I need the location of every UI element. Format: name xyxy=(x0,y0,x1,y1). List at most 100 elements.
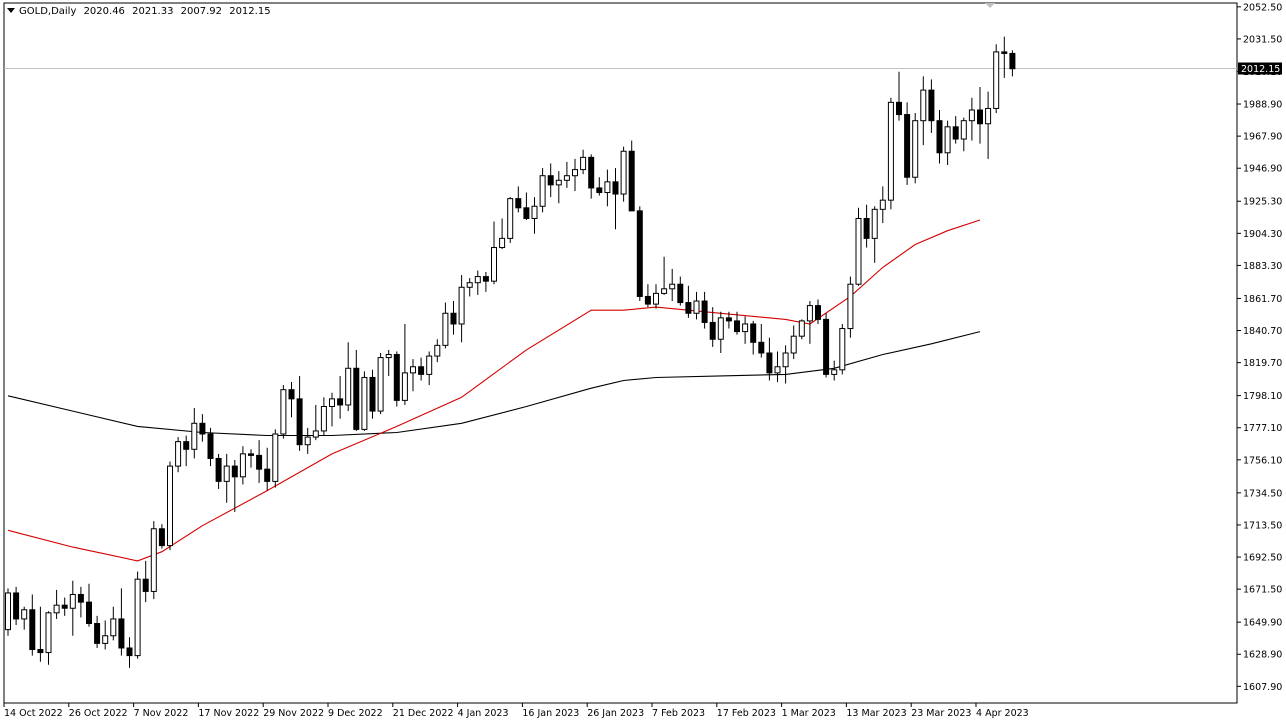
candle-body-bull xyxy=(329,398,335,407)
x-tick-label: 14 Oct 2022 xyxy=(4,708,63,719)
symbol-label: GOLD,Daily xyxy=(19,6,77,17)
candle-body-bear xyxy=(158,528,165,547)
candle-body-bear xyxy=(450,312,457,325)
candle-body-bear xyxy=(215,457,222,482)
y-tick-label: 1607.90 xyxy=(1243,682,1282,693)
x-tick-label: 1 Mar 2023 xyxy=(782,708,836,719)
y-tick-label: 1967.90 xyxy=(1243,132,1282,143)
candle-body-bear xyxy=(928,89,935,122)
plot-area-frame xyxy=(3,2,1238,704)
candle-body-bull xyxy=(847,283,854,330)
candle-body-bear xyxy=(977,109,983,125)
candle-body-bull xyxy=(499,237,506,249)
y-tick-label: 1819.70 xyxy=(1243,358,1282,369)
x-tick-label: 13 Mar 2023 xyxy=(846,708,906,719)
candle-body-bear xyxy=(758,341,765,354)
candle-body-bull xyxy=(563,175,570,181)
candle-body-bull xyxy=(580,156,587,171)
candle-body-bull xyxy=(839,328,846,371)
candle-body-bull xyxy=(102,635,109,644)
y-tick-label: 1861.70 xyxy=(1243,294,1282,305)
candle-body-bear xyxy=(685,302,692,314)
y-tick-label: 1692.50 xyxy=(1243,553,1282,564)
open-value: 2020.46 xyxy=(83,6,125,17)
y-tick-label: 1628.90 xyxy=(1243,650,1282,661)
candle-body-bear xyxy=(61,604,68,609)
y-tick-label: 1904.30 xyxy=(1243,229,1282,240)
low-value: 2007.92 xyxy=(180,6,223,17)
candle-body-bear xyxy=(766,352,773,374)
x-tick-label: 17 Feb 2023 xyxy=(717,708,776,719)
candle-body-bear xyxy=(248,453,254,456)
candle-body-bull xyxy=(53,604,60,614)
candle-body-bear xyxy=(896,101,902,116)
candle-body-bull xyxy=(831,369,838,375)
y-tick-label: 1649.90 xyxy=(1243,618,1282,629)
candle-body-bear xyxy=(393,354,400,401)
candle-body-bear xyxy=(264,468,271,482)
candle-body-bear xyxy=(337,398,344,406)
candle-body-bull xyxy=(620,150,627,195)
candle-body-bull xyxy=(879,199,886,210)
candle-body-bull xyxy=(968,109,975,122)
candle-body-bull xyxy=(491,247,497,282)
x-tick-label: 29 Nov 2022 xyxy=(263,708,324,719)
candle-body-bull xyxy=(312,430,319,438)
candle-body-bull xyxy=(150,528,157,592)
candle-body-bull xyxy=(426,355,433,375)
candle-body-bear xyxy=(77,593,84,603)
y-tick-label: 1734.50 xyxy=(1243,488,1282,499)
candle-body-bull xyxy=(693,300,700,314)
y-tick-label: 2031.50 xyxy=(1243,34,1282,45)
candle-body-bear xyxy=(515,198,522,209)
candle-body-bull xyxy=(985,107,992,125)
candle-body-bull xyxy=(669,283,676,290)
candle-body-bull xyxy=(134,578,141,657)
candle-body-bear xyxy=(418,366,425,375)
candle-body-bull xyxy=(304,436,311,446)
chart-shift-icon[interactable] xyxy=(985,3,995,8)
candle-body-bull xyxy=(167,465,173,547)
candle-body-bull xyxy=(960,120,967,140)
candle-body-bear xyxy=(86,601,92,625)
candle-body-bull xyxy=(855,218,862,285)
candle-body-bear xyxy=(701,300,708,323)
candle-body-bear xyxy=(636,210,643,297)
candle-body-bull xyxy=(69,593,76,609)
candle-body-bear xyxy=(709,321,716,340)
x-tick-label: 26 Jan 2023 xyxy=(587,708,644,719)
candle-body-bull xyxy=(223,465,230,482)
y-tick-label: 1798.10 xyxy=(1243,391,1282,402)
candle-body-bull xyxy=(604,181,611,194)
candle-body-bull xyxy=(782,352,789,368)
y-tick-label: 1946.90 xyxy=(1243,164,1282,175)
candle-body-bear xyxy=(734,320,740,333)
candle-body-bear xyxy=(725,317,732,322)
candle-body-bull xyxy=(434,344,441,357)
candle-body-bear xyxy=(612,181,619,195)
x-tick-label: 23 Mar 2023 xyxy=(911,708,971,719)
candle-body-bear xyxy=(523,207,530,220)
candle-body-bull xyxy=(912,120,919,178)
candle-body-bull xyxy=(555,179,562,186)
candle-body-bull xyxy=(871,208,878,239)
candle-body-bear xyxy=(1001,51,1008,54)
current-price-label: 2012.15 xyxy=(1241,64,1280,75)
y-tick-label: 1777.10 xyxy=(1243,423,1282,434)
current-price-badge xyxy=(1238,62,1282,75)
collapse-triangle-icon[interactable] xyxy=(7,8,15,13)
candle-body-bear xyxy=(547,175,554,186)
candle-body-bear xyxy=(183,441,190,450)
x-tick-label: 4 Jan 2023 xyxy=(458,708,509,719)
candle-body-bear xyxy=(952,126,959,140)
candle-body-bear xyxy=(199,422,206,435)
candle-body-bear xyxy=(588,156,595,189)
candle-body-bull xyxy=(345,367,352,406)
candle-body-bull xyxy=(790,335,797,354)
candle-body-bull xyxy=(272,433,279,482)
ma-fast-line xyxy=(7,219,981,562)
candle-body-bull xyxy=(5,592,11,631)
candle-body-bull xyxy=(175,441,182,467)
candle-body-bear xyxy=(596,187,603,194)
